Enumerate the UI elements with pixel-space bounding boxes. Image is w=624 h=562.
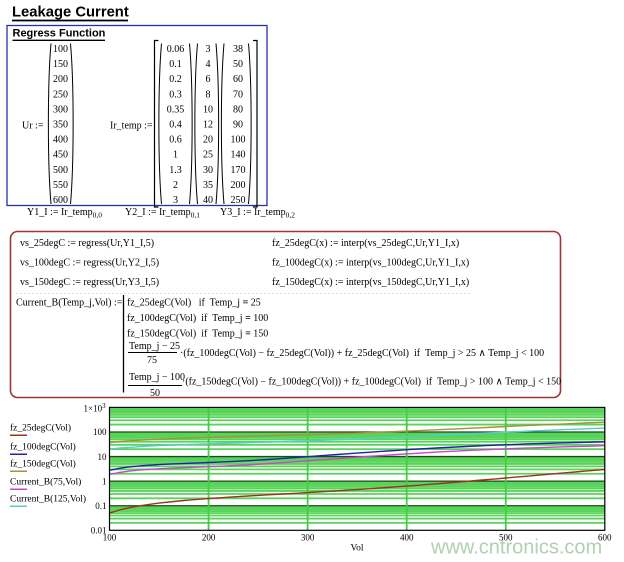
svg-text:450: 450 bbox=[53, 150, 68, 161]
svg-text:100: 100 bbox=[93, 427, 107, 437]
svg-text:90: 90 bbox=[233, 120, 243, 131]
svg-text:300: 300 bbox=[53, 104, 68, 115]
svg-text:550: 550 bbox=[53, 180, 68, 191]
svg-text:38: 38 bbox=[233, 44, 243, 55]
svg-text:·(fz_150degC(Vol) − fz_100degC: ·(fz_150degC(Vol) − fz_100degC(Vol)) + f… bbox=[182, 377, 561, 388]
svg-text:50: 50 bbox=[233, 59, 243, 70]
svg-text:0.2: 0.2 bbox=[169, 74, 182, 85]
svg-text:170: 170 bbox=[231, 165, 246, 176]
svg-text:40: 40 bbox=[203, 195, 213, 206]
svg-text:3: 3 bbox=[206, 44, 211, 55]
svg-text:Ir_temp :=: Ir_temp := bbox=[110, 121, 153, 132]
svg-text:1.3: 1.3 bbox=[169, 165, 182, 176]
svg-text:50: 50 bbox=[150, 388, 160, 399]
svg-text:Temp_j − 100: Temp_j − 100 bbox=[129, 372, 185, 383]
svg-text:250: 250 bbox=[53, 89, 68, 100]
svg-text:1: 1 bbox=[102, 476, 107, 486]
svg-text:·(fz_100degC(Vol) − fz_25degC(: ·(fz_100degC(Vol) − fz_25degC(Vol)) + fz… bbox=[180, 348, 544, 359]
svg-text:600: 600 bbox=[598, 533, 612, 543]
svg-text:fz_100degC(Vol): fz_100degC(Vol) bbox=[10, 442, 76, 453]
svg-text:30: 30 bbox=[203, 165, 213, 176]
svg-text:fz_100degC(x) := interp(vs_100: fz_100degC(x) := interp(vs_100degC,Ur,Y1… bbox=[272, 258, 469, 269]
svg-text:0.01: 0.01 bbox=[91, 526, 107, 536]
svg-text:200: 200 bbox=[231, 180, 246, 191]
svg-text:fz_150degC(Vol) if Temp_j =: fz_150degC(Vol) if Temp_j = 150 bbox=[127, 329, 268, 340]
svg-text:0.06: 0.06 bbox=[167, 44, 185, 55]
svg-text:0.4: 0.4 bbox=[169, 120, 182, 131]
svg-text:20: 20 bbox=[203, 135, 213, 146]
svg-text:Regress Function: Regress Function bbox=[13, 28, 106, 40]
svg-text:fz_100degC(Vol) if Temp_j =: fz_100degC(Vol) if Temp_j = 100 bbox=[127, 313, 268, 324]
svg-text:100: 100 bbox=[231, 135, 246, 146]
svg-text:6: 6 bbox=[206, 74, 211, 85]
svg-text:fz_25degC(Vol) if Temp_j =: fz_25degC(Vol) if Temp_j = 25 bbox=[127, 298, 261, 309]
svg-text:Y2_I := Ir_temp0,1: Y2_I := Ir_temp0,1 bbox=[125, 207, 200, 220]
svg-text:vs_150degC := regress(Ur,Y3_I,: vs_150degC := regress(Ur,Y3_I,5) bbox=[20, 277, 159, 288]
svg-text:400: 400 bbox=[400, 533, 414, 543]
svg-text:www.cntronics.com: www.cntronics.com bbox=[430, 537, 602, 559]
svg-text:Leakage Current: Leakage Current bbox=[12, 5, 129, 21]
svg-text:fz_25degC(Vol): fz_25degC(Vol) bbox=[10, 423, 71, 434]
svg-text:100: 100 bbox=[53, 44, 68, 55]
svg-text:3: 3 bbox=[173, 195, 178, 206]
svg-text:500: 500 bbox=[499, 533, 513, 543]
svg-text:200: 200 bbox=[202, 533, 216, 543]
svg-text:vs_25degC := regress(Ur,Y1_I,5: vs_25degC := regress(Ur,Y1_I,5) bbox=[20, 238, 154, 249]
svg-text:80: 80 bbox=[233, 104, 243, 115]
svg-text:fz_150degC(Vol): fz_150degC(Vol) bbox=[10, 459, 76, 470]
svg-text:4: 4 bbox=[206, 59, 211, 70]
svg-text:250: 250 bbox=[231, 195, 246, 206]
svg-text:400: 400 bbox=[53, 135, 68, 146]
svg-text:Y1_I := Ir_temp0,0: Y1_I := Ir_temp0,0 bbox=[27, 207, 102, 220]
svg-text:Ur :=: Ur := bbox=[22, 121, 44, 132]
svg-text:1×103: 1×103 bbox=[84, 402, 107, 414]
svg-text:12: 12 bbox=[203, 120, 213, 131]
svg-text:600: 600 bbox=[53, 195, 68, 206]
svg-text:Temp_j − 25: Temp_j − 25 bbox=[129, 341, 180, 352]
svg-text:35: 35 bbox=[203, 180, 213, 191]
svg-text:60: 60 bbox=[233, 74, 243, 85]
svg-text:0.35: 0.35 bbox=[167, 104, 185, 115]
svg-text:0.6: 0.6 bbox=[169, 135, 182, 146]
svg-text:Current_B(Temp_j,Vol) :=: Current_B(Temp_j,Vol) := bbox=[16, 298, 123, 309]
svg-text:8: 8 bbox=[206, 89, 211, 100]
svg-text:vs_100degC := regress(Ur,Y2_I,: vs_100degC := regress(Ur,Y2_I,5) bbox=[20, 258, 159, 269]
svg-text:100: 100 bbox=[103, 533, 117, 543]
svg-text:300: 300 bbox=[301, 533, 315, 543]
svg-text:10: 10 bbox=[98, 452, 108, 462]
svg-text:Y3_I := Ir_temp0,2: Y3_I := Ir_temp0,2 bbox=[220, 207, 295, 220]
svg-text:2: 2 bbox=[173, 180, 178, 191]
svg-text:140: 140 bbox=[231, 150, 246, 161]
svg-text:350: 350 bbox=[53, 120, 68, 131]
svg-text:Current_B(125,Vol): Current_B(125,Vol) bbox=[10, 494, 86, 505]
svg-text:200: 200 bbox=[53, 74, 68, 85]
svg-text:0.3: 0.3 bbox=[169, 89, 182, 100]
svg-text:70: 70 bbox=[233, 89, 243, 100]
svg-text:Vol: Vol bbox=[350, 544, 363, 554]
svg-text:Current_B(75,Vol): Current_B(75,Vol) bbox=[10, 477, 81, 488]
svg-text:500: 500 bbox=[53, 165, 68, 176]
svg-text:fz_150degC(x) := interp(vs_150: fz_150degC(x) := interp(vs_150degC,Ur,Y1… bbox=[272, 277, 469, 288]
svg-text:75: 75 bbox=[147, 355, 157, 366]
svg-text:150: 150 bbox=[53, 59, 68, 70]
svg-text:1: 1 bbox=[173, 150, 178, 161]
svg-text:0.1: 0.1 bbox=[169, 59, 182, 70]
svg-text:10: 10 bbox=[203, 104, 213, 115]
svg-text:0.1: 0.1 bbox=[95, 501, 106, 511]
svg-text:fz_25degC(x) := interp(vs_25de: fz_25degC(x) := interp(vs_25degC,Ur,Y1_I… bbox=[272, 238, 459, 249]
svg-text:25: 25 bbox=[203, 150, 213, 161]
